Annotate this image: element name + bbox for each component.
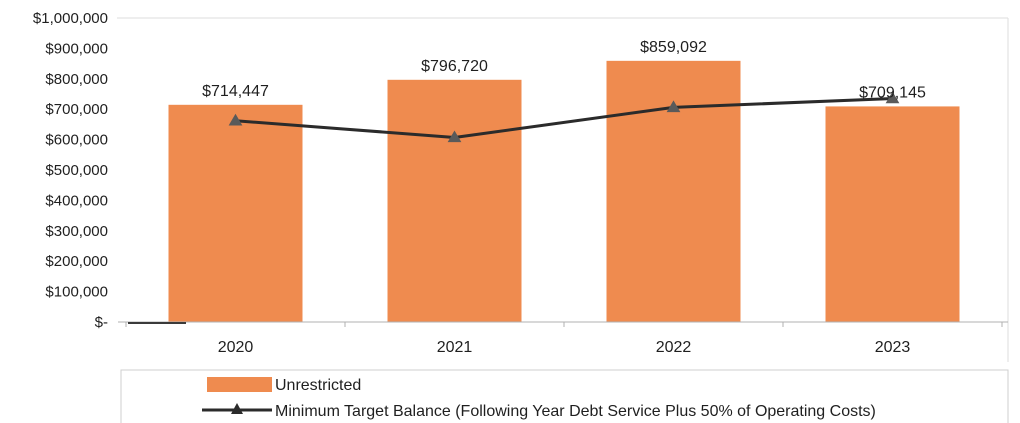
y-tick-label: $500,000 xyxy=(45,162,108,179)
line-minimum-target-balance xyxy=(235,97,893,139)
y-tick-label: $100,000 xyxy=(45,284,108,301)
legend-label-minimum-target-balance: Minimum Target Balance (Following Year D… xyxy=(275,403,876,420)
y-tick-label: $800,000 xyxy=(45,71,108,88)
x-tick-label: 2022 xyxy=(656,339,692,356)
legend-label-unrestricted: Unrestricted xyxy=(275,377,361,394)
line-marker-2020 xyxy=(228,113,243,126)
y-tick-label: $300,000 xyxy=(45,223,108,240)
x-tick-label: 2023 xyxy=(875,339,911,356)
data-label-2021: $796,720 xyxy=(421,58,488,75)
data-label-2020: $714,447 xyxy=(202,83,269,100)
line-marker-2022 xyxy=(666,100,681,113)
plot-frame xyxy=(117,17,1009,362)
data-label-2022: $859,092 xyxy=(640,39,707,56)
line-marker-2023 xyxy=(885,91,900,104)
x-tick-label: 2021 xyxy=(437,339,473,356)
y-tick-label: $200,000 xyxy=(45,253,108,270)
y-tick-label: $400,000 xyxy=(45,192,108,209)
line-series xyxy=(228,91,900,143)
data-labels: $714,447 $796,720 $859,092 $709,145 xyxy=(202,39,926,102)
y-tick-label: $900,000 xyxy=(45,40,108,57)
legend-swatch-unrestricted xyxy=(207,377,272,392)
y-tick-label: $- xyxy=(95,314,108,331)
legend: Unrestricted Minimum Target Balance (Foll… xyxy=(120,369,1009,423)
y-tick-label: $1,000,000 xyxy=(33,10,108,27)
bar-unrestricted-2022 xyxy=(606,60,741,323)
bar-unrestricted-2023 xyxy=(825,106,960,322)
bar-unrestricted-2021 xyxy=(387,79,522,322)
y-tick-label: $700,000 xyxy=(45,101,108,118)
data-label-2023: $709,145 xyxy=(859,84,926,101)
legend-triangle-icon xyxy=(231,403,243,414)
y-tick-label: $600,000 xyxy=(45,132,108,149)
x-axis: 2020 2021 2022 2023 xyxy=(118,321,1008,356)
x-tick-label: 2020 xyxy=(218,339,254,356)
y-axis: $- $100,000 $200,000 $300,000 $400,000 $500,0… xyxy=(33,10,108,331)
bar-unrestricted-2020 xyxy=(168,104,303,323)
line-marker-2021 xyxy=(447,130,462,143)
